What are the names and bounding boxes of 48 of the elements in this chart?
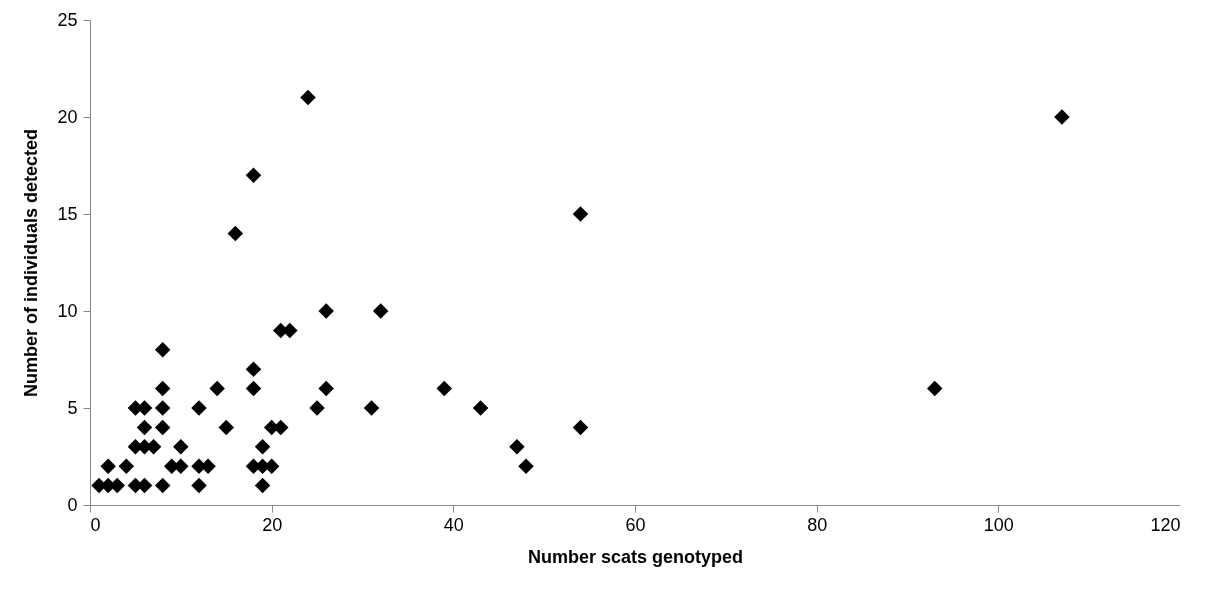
point: [136, 419, 153, 436]
x-tick-label: 80: [807, 514, 828, 535]
point: [254, 477, 271, 494]
y-tick-label: 15: [57, 203, 78, 224]
y-tick-label: 20: [57, 106, 78, 127]
y-axis-title: Number of individuals detected: [21, 128, 42, 398]
point: [472, 400, 489, 416]
point: [318, 380, 334, 397]
point: [309, 400, 325, 416]
point: [191, 477, 207, 494]
point: [254, 439, 271, 455]
point: [227, 225, 244, 242]
point: [118, 458, 135, 474]
point: [318, 303, 334, 319]
x-tick-label: 0: [90, 514, 101, 535]
point: [154, 477, 171, 494]
point: [191, 400, 207, 416]
point: [100, 458, 116, 474]
x-tick-label: 60: [625, 514, 646, 535]
point: [518, 458, 534, 474]
y-tick-label: 25: [57, 9, 78, 30]
point: [572, 419, 589, 436]
point: [509, 439, 525, 455]
point: [154, 380, 171, 397]
x-axis-title: Number scats genotyped: [527, 546, 744, 567]
point: [173, 439, 189, 455]
point: [363, 400, 380, 416]
x-tick-label: 100: [983, 514, 1014, 535]
point: [245, 361, 262, 377]
point: [245, 167, 262, 183]
x-tick-label: 20: [262, 514, 283, 535]
y-tick-label: 5: [67, 397, 78, 418]
point: [572, 206, 589, 222]
x-tick-label: 40: [443, 514, 464, 535]
y-tick-label: 10: [57, 300, 78, 321]
y-tick-label: 0: [67, 494, 78, 515]
point: [209, 380, 225, 397]
point: [154, 419, 171, 436]
point: [300, 89, 316, 106]
point: [154, 342, 171, 358]
x-tick-label: 120: [1150, 514, 1181, 535]
point: [218, 419, 234, 436]
point: [1054, 109, 1070, 125]
point: [436, 380, 452, 397]
point: [372, 303, 389, 319]
point: [927, 380, 943, 397]
point: [245, 380, 262, 397]
point: [154, 400, 171, 416]
